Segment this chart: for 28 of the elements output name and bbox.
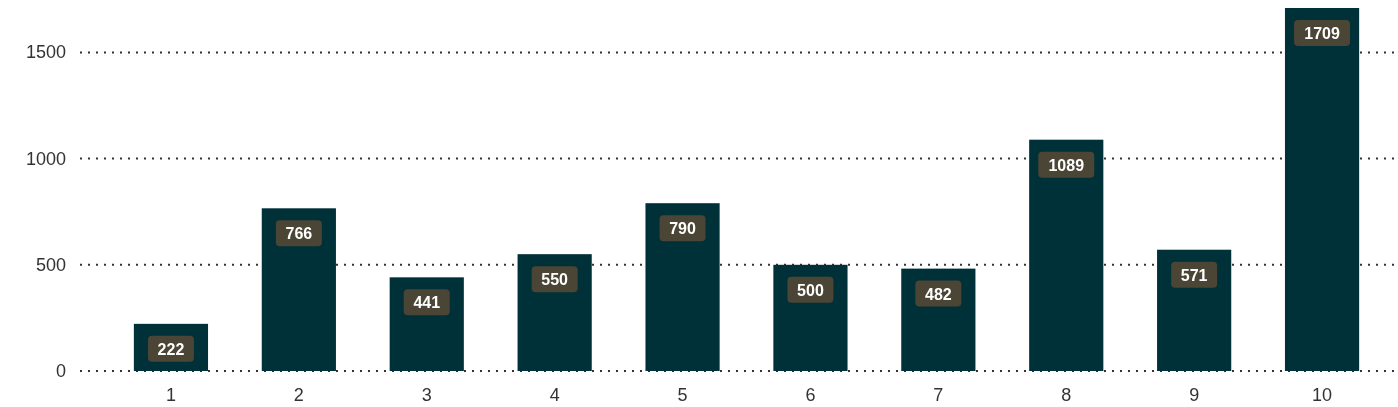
bar bbox=[1029, 139, 1104, 371]
data-label: 482 bbox=[925, 285, 952, 303]
x-tick-label: 1 bbox=[165, 385, 176, 405]
data-label: 766 bbox=[285, 225, 313, 243]
x-tick-label: 9 bbox=[1189, 385, 1200, 405]
data-label: 500 bbox=[797, 281, 824, 299]
x-tick-label: 7 bbox=[933, 385, 944, 405]
x-tick-label: 3 bbox=[421, 385, 432, 405]
data-label: 550 bbox=[541, 271, 569, 289]
data-label: 441 bbox=[413, 294, 441, 312]
y-tick-label: 0 bbox=[55, 361, 66, 381]
y-tick-label: 500 bbox=[35, 254, 66, 275]
x-tick-label: 5 bbox=[677, 385, 688, 405]
data-label: 790 bbox=[669, 220, 696, 238]
x-tick-label: 8 bbox=[1061, 385, 1072, 405]
bar bbox=[645, 203, 720, 371]
x-tick-label: 10 bbox=[1312, 385, 1333, 405]
y-tick-label: 1500 bbox=[25, 42, 66, 63]
data-label: 1089 bbox=[1048, 156, 1085, 174]
bar bbox=[261, 208, 336, 371]
x-tick-label: 2 bbox=[293, 385, 304, 405]
y-tick-label: 1000 bbox=[25, 148, 66, 169]
x-tick-label: 6 bbox=[805, 385, 816, 405]
data-label: 222 bbox=[157, 340, 185, 358]
x-tick-label: 4 bbox=[549, 385, 560, 405]
bar bbox=[1284, 8, 1360, 371]
data-label: 1709 bbox=[1304, 25, 1340, 42]
data-label: 571 bbox=[1180, 266, 1208, 284]
